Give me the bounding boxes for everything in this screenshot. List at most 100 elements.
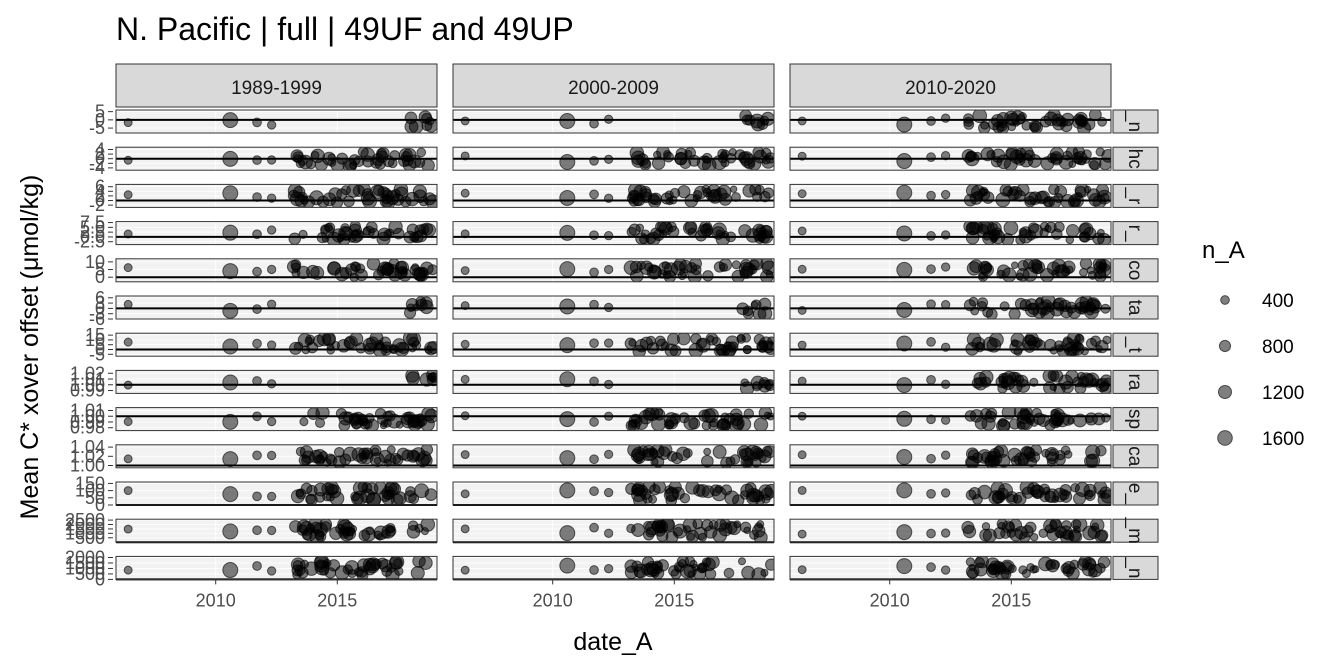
data-point <box>722 341 737 357</box>
data-point <box>977 449 992 464</box>
data-point <box>896 116 913 133</box>
data-point <box>649 192 663 206</box>
data-point <box>797 485 807 495</box>
panel-border <box>452 258 775 283</box>
data-point <box>1088 110 1102 122</box>
data-point <box>1070 519 1082 530</box>
data-point <box>603 487 614 498</box>
data-point <box>753 530 768 543</box>
data-point <box>266 155 277 165</box>
data-point <box>797 529 807 539</box>
data-point <box>740 483 754 498</box>
column-strip-label: 1989-1999 <box>231 78 322 99</box>
data-point <box>705 191 715 201</box>
data-point <box>926 299 936 310</box>
data-point <box>427 264 437 276</box>
y-tick-label: 0.99 <box>70 381 105 401</box>
point-group <box>797 556 1111 580</box>
data-point <box>340 223 350 233</box>
row-strip <box>1112 146 1159 171</box>
data-point <box>369 444 382 457</box>
y-tick-label: 50 <box>85 488 105 508</box>
data-point <box>304 561 319 576</box>
data-point <box>559 224 576 241</box>
column-strip <box>452 63 775 108</box>
point-group <box>460 371 774 394</box>
data-point <box>222 523 239 540</box>
data-point <box>797 565 807 575</box>
data-point <box>963 116 974 128</box>
data-point <box>1079 223 1092 235</box>
data-point <box>982 528 997 543</box>
data-point <box>628 419 638 429</box>
panel-border <box>115 407 438 432</box>
data-point <box>797 116 807 126</box>
data-point <box>365 526 375 536</box>
data-point <box>386 413 402 429</box>
y-tick-label: 5 <box>95 102 105 122</box>
data-point <box>712 444 727 459</box>
data-point <box>252 525 262 536</box>
data-point <box>667 333 680 346</box>
data-point <box>940 342 951 352</box>
legend-label: 1200 <box>1262 383 1304 404</box>
data-point <box>704 568 717 580</box>
data-point <box>222 451 239 468</box>
row-strip-label: ca <box>1124 446 1145 467</box>
data-point <box>718 522 733 537</box>
point-group <box>123 482 437 505</box>
data-point <box>1009 340 1024 355</box>
data-point <box>460 229 470 239</box>
data-point <box>745 228 761 243</box>
data-point <box>460 266 470 276</box>
data-point <box>603 449 614 460</box>
panel-border <box>452 444 775 469</box>
data-point <box>1074 155 1084 165</box>
data-point <box>1044 338 1057 352</box>
y-tick-label: 2 <box>95 144 105 164</box>
data-point <box>693 567 707 580</box>
point-group <box>797 184 1111 208</box>
data-point <box>366 492 381 505</box>
panel-border <box>789 444 1112 469</box>
data-point <box>298 229 308 239</box>
data-point <box>1046 451 1059 465</box>
data-point <box>384 482 400 496</box>
panel-border <box>115 481 438 506</box>
data-point <box>310 150 320 160</box>
panel-border <box>115 332 438 357</box>
data-point <box>352 482 368 496</box>
data-point <box>362 419 373 430</box>
point-group <box>460 147 774 171</box>
data-point <box>344 159 357 171</box>
data-point <box>1080 346 1089 356</box>
data-point <box>266 225 277 235</box>
y-tick-label: 1.04 <box>70 437 105 457</box>
row-strip <box>1112 407 1159 432</box>
data-point <box>797 264 807 274</box>
data-point <box>1097 490 1106 499</box>
data-point <box>940 230 951 240</box>
data-point <box>603 411 614 421</box>
chart-title: N. Pacific | full | 49UF and 49UP <box>116 11 574 47</box>
row-strip-label: ta <box>1124 300 1145 316</box>
data-point <box>123 417 133 427</box>
panel-border <box>789 295 1112 320</box>
data-point <box>992 490 1006 504</box>
data-point <box>1089 519 1105 533</box>
data-point <box>385 525 397 537</box>
y-tick-label: -5 <box>89 118 105 138</box>
row-strip <box>1112 555 1159 580</box>
data-point <box>1038 556 1053 572</box>
data-point <box>641 556 655 569</box>
data-point <box>252 376 262 386</box>
data-point <box>675 446 691 462</box>
data-point <box>321 333 337 347</box>
data-point <box>1018 229 1034 244</box>
data-point <box>266 525 277 536</box>
data-point <box>685 482 700 495</box>
data-point <box>1081 149 1092 160</box>
data-point <box>1085 453 1101 468</box>
data-point <box>1013 189 1026 202</box>
